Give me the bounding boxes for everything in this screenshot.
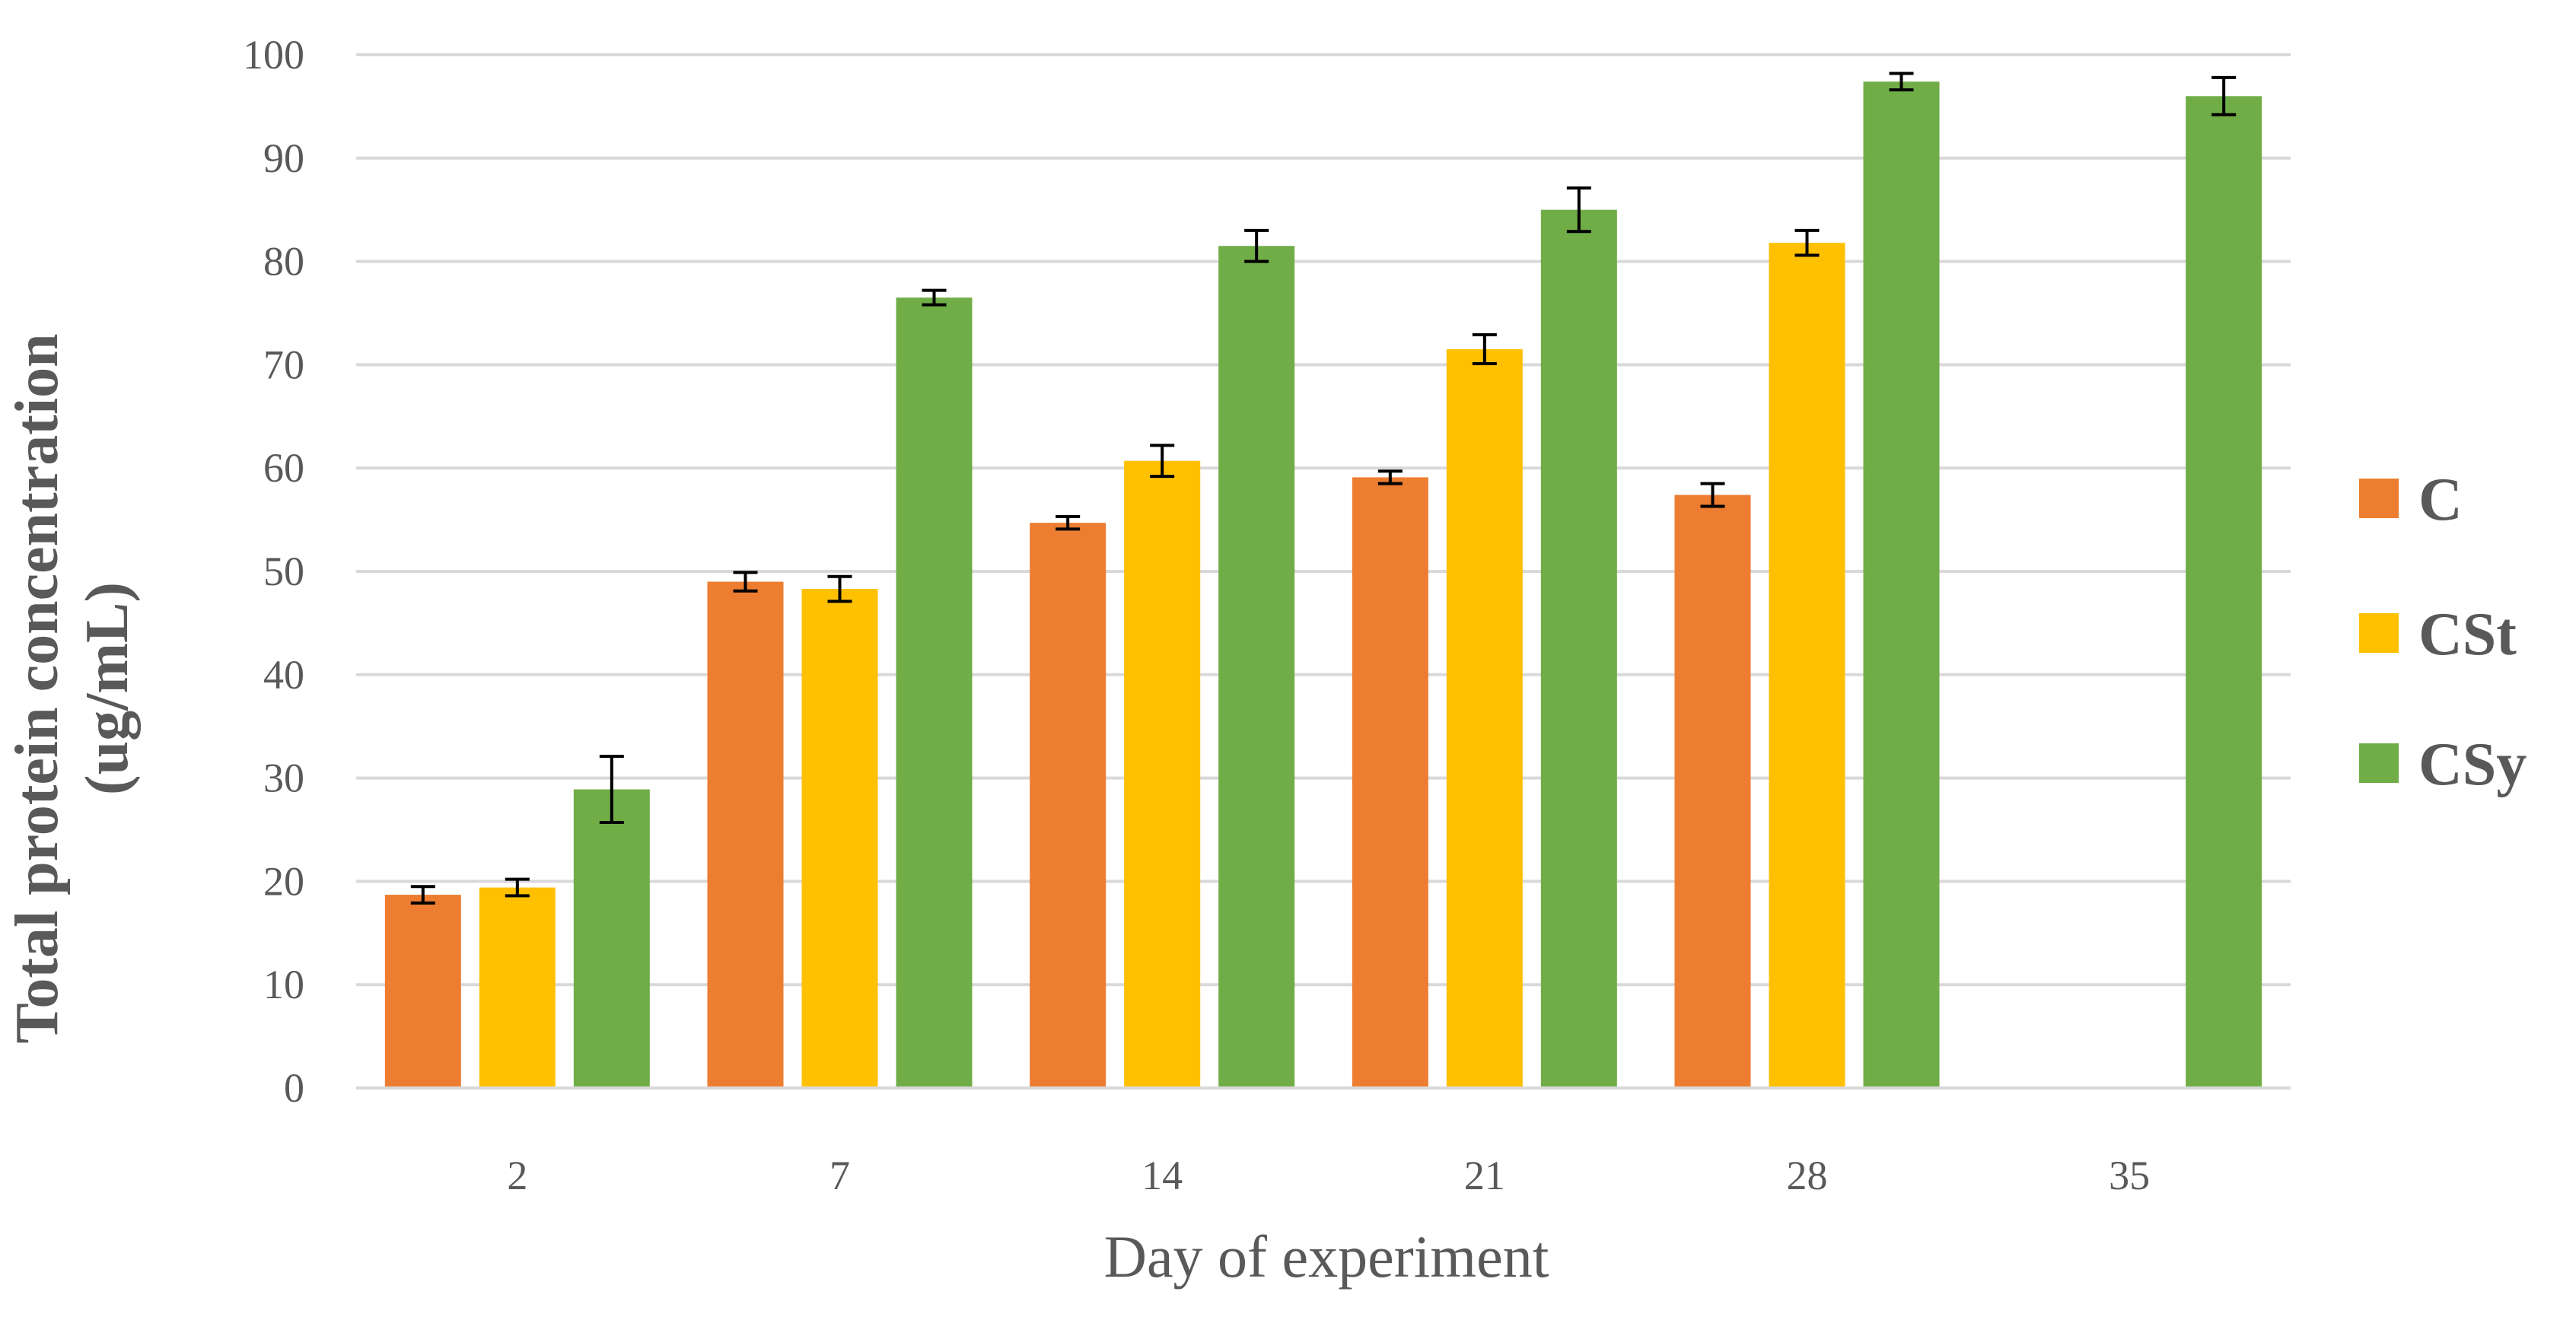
x-tick-label: 2 <box>507 1153 527 1198</box>
error-bar <box>1889 72 1914 92</box>
bar-csy-day-2 <box>573 789 650 1088</box>
y-axis-title-line-2: (ug/mL) <box>74 582 141 795</box>
error-bar <box>410 885 435 905</box>
x-tick-label: 21 <box>1464 1153 1505 1198</box>
bar-csy-day-21 <box>1540 209 1617 1089</box>
y-tick-label: 10 <box>263 962 304 1007</box>
legend-swatch-cst <box>2359 613 2399 653</box>
legend-label-cst: CSt <box>2418 601 2517 668</box>
y-tick-label: 50 <box>263 549 304 594</box>
legend-label-c: C <box>2418 466 2463 533</box>
y-tick-label: 30 <box>263 756 304 801</box>
error-bar <box>1472 333 1497 366</box>
legend-swatch-c <box>2359 479 2399 518</box>
y-tick-label: 70 <box>263 342 304 387</box>
error-bar <box>1566 186 1591 234</box>
x-axis-title: Day of experiment <box>1104 1223 1549 1290</box>
x-tick-label: 28 <box>1787 1153 1828 1198</box>
error-bar <box>1377 469 1403 485</box>
bar-c-day-28 <box>1674 495 1751 1088</box>
bar-cst-day-21 <box>1446 349 1523 1088</box>
y-axis-title-line-1: Total protein concentration <box>4 333 71 1043</box>
y-tick-label: 60 <box>263 445 304 491</box>
bar-c-day-21 <box>1352 477 1428 1088</box>
y-tick-label: 90 <box>263 135 304 181</box>
bar-csy-day-7 <box>896 297 973 1088</box>
bar-csy-day-35 <box>2186 96 2262 1089</box>
y-tick-label: 80 <box>263 239 304 285</box>
bar-cst-day-14 <box>1124 460 1201 1088</box>
error-bar <box>733 571 758 593</box>
legend-label-csy: CSy <box>2418 731 2527 798</box>
bar-c-day-14 <box>1030 523 1107 1088</box>
y-tick-label: 40 <box>263 652 304 698</box>
bar-cst-day-28 <box>1769 243 1845 1088</box>
error-bar <box>1700 482 1725 508</box>
bars <box>384 81 2262 1089</box>
x-axis-ticks: 2 7 14 21 28 35 <box>507 1153 2150 1198</box>
error-bar <box>922 288 947 307</box>
bar-csy-day-14 <box>1218 246 1295 1089</box>
bar-csy-day-28 <box>1863 81 1940 1089</box>
y-axis-title: Total protein concentration (ug/mL) <box>4 333 141 1043</box>
error-bar <box>505 877 530 898</box>
error-bar <box>1150 444 1175 479</box>
error-bar <box>2211 75 2237 116</box>
legend: C CSt CSy <box>2359 466 2527 798</box>
legend-swatch-csy <box>2359 743 2399 783</box>
bar-cst-day-2 <box>479 887 556 1088</box>
error-bar <box>599 755 624 824</box>
y-tick-label: 20 <box>263 858 304 904</box>
y-tick-label: 100 <box>243 32 304 78</box>
error-bar <box>827 574 852 603</box>
error-bars <box>410 72 2237 905</box>
x-tick-label: 35 <box>2109 1153 2150 1198</box>
error-bar <box>1056 515 1081 531</box>
error-bar <box>1794 228 1820 257</box>
x-tick-label: 14 <box>1142 1153 1183 1198</box>
x-tick-label: 7 <box>829 1153 850 1198</box>
bar-cst-day-7 <box>801 589 878 1088</box>
bar-c-day-7 <box>707 581 784 1088</box>
error-bar <box>1244 228 1269 263</box>
y-tick-label: 0 <box>284 1065 304 1111</box>
y-axis-ticks: 0 10 20 30 40 50 60 70 80 90 100 <box>243 32 304 1111</box>
gridlines <box>356 53 2291 987</box>
bar-c-day-2 <box>384 895 461 1088</box>
